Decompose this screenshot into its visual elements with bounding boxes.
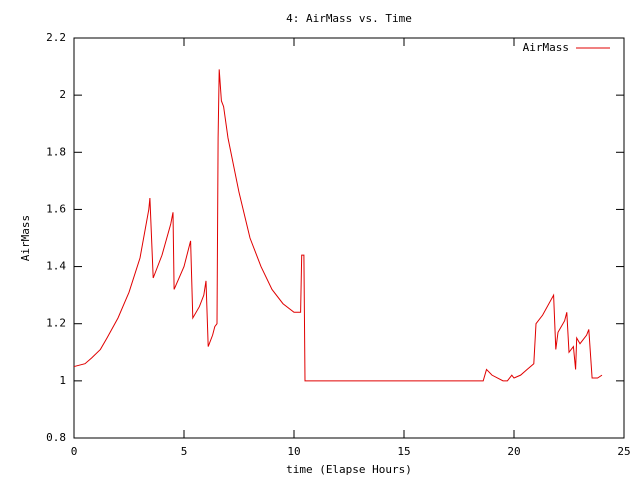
x-tick-label: 25 — [617, 445, 630, 458]
y-tick-label: 1.6 — [46, 202, 66, 215]
legend-label: AirMass — [523, 41, 569, 54]
x-tick-label: 0 — [71, 445, 78, 458]
x-tick-label: 20 — [507, 445, 520, 458]
chart-title: 4: AirMass vs. Time — [286, 12, 412, 25]
y-tick-label: 1 — [59, 374, 66, 387]
y-tick-label: 1.8 — [46, 145, 66, 158]
x-axis-label: time (Elapse Hours) — [286, 463, 412, 476]
x-tick-label: 15 — [397, 445, 410, 458]
x-tick-label: 5 — [181, 445, 188, 458]
y-axis-label: AirMass — [19, 215, 32, 261]
y-tick-label: 1.2 — [46, 317, 66, 330]
plot-frame — [73, 37, 625, 439]
y-tick-label: 1.4 — [46, 260, 66, 273]
y-tick-label: 0.8 — [46, 431, 66, 444]
y-tick-label: 2 — [59, 88, 66, 101]
y-tick-label: 2.2 — [46, 31, 66, 44]
x-tick-label: 10 — [287, 445, 300, 458]
data-line — [73, 69, 603, 382]
